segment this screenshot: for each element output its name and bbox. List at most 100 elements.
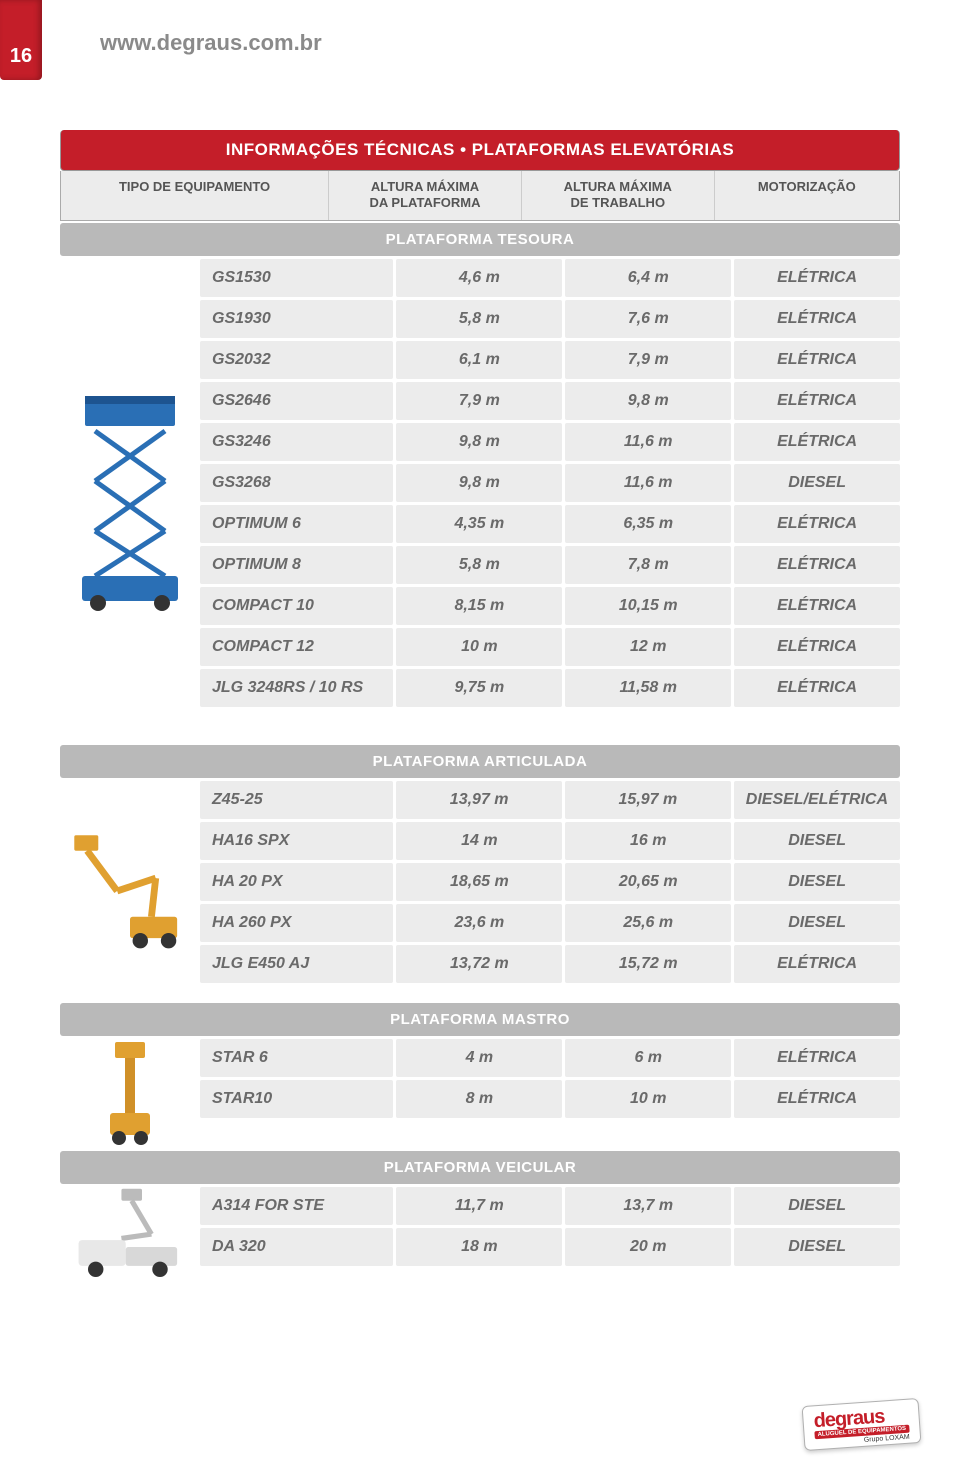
table-row: JLG 3248RS / 10 RS9,75 m11,58 mELÉTRICA: [200, 669, 900, 707]
cell-platform-height: 23,6 m: [396, 904, 562, 942]
cell-work-height: 20 m: [565, 1228, 731, 1266]
section-header: PLATAFORMA VEICULAR: [60, 1151, 900, 1184]
cell-platform-height: 10 m: [396, 628, 562, 666]
table-row: GS32689,8 m11,6 mDIESEL: [200, 464, 900, 502]
cell-platform-height: 4 m: [396, 1039, 562, 1077]
table-row: GS20326,1 m7,9 mELÉTRICA: [200, 341, 900, 379]
cell-platform-height: 13,72 m: [396, 945, 562, 983]
cell-work-height: 11,6 m: [565, 423, 731, 461]
cell-model: COMPACT 12: [200, 628, 393, 666]
cell-motorization: ELÉTRICA: [734, 1080, 900, 1118]
cell-platform-height: 8 m: [396, 1080, 562, 1118]
cell-model: OPTIMUM 8: [200, 546, 393, 584]
equipment-image: [60, 1187, 200, 1281]
cell-platform-height: 13,97 m: [396, 781, 562, 819]
cell-motorization: DIESEL: [734, 1187, 900, 1225]
col-motorization: MOTORIZAÇÃO: [715, 171, 899, 220]
section-body: GS15304,6 m6,4 mELÉTRICAGS19305,8 m7,6 m…: [60, 259, 900, 743]
table-row: JLG E450 AJ13,72 m15,72 mELÉTRICA: [200, 945, 900, 983]
cell-motorization: ELÉTRICA: [734, 628, 900, 666]
page-title: INFORMAÇÕES TÉCNICAS • PLATAFORMAS ELEVA…: [60, 130, 900, 171]
col-platform-height: ALTURA MÁXIMA DA PLATAFORMA: [329, 171, 522, 220]
cell-platform-height: 4,6 m: [396, 259, 562, 297]
equipment-image: [60, 259, 200, 743]
cell-platform-height: 9,8 m: [396, 423, 562, 461]
cell-platform-height: 8,15 m: [396, 587, 562, 625]
cell-platform-height: 11,7 m: [396, 1187, 562, 1225]
cell-motorization: DIESEL: [734, 464, 900, 502]
cell-model: A314 FOR STE: [200, 1187, 393, 1225]
cell-motorization: DIESEL: [734, 822, 900, 860]
col-work-height: ALTURA MÁXIMA DE TRABALHO: [522, 171, 715, 220]
cell-work-height: 7,6 m: [565, 300, 731, 338]
cell-model: OPTIMUM 6: [200, 505, 393, 543]
table-row: GS26467,9 m9,8 mELÉTRICA: [200, 382, 900, 420]
cell-model: HA 20 PX: [200, 863, 393, 901]
cell-model: COMPACT 10: [200, 587, 393, 625]
cell-model: HA16 SPX: [200, 822, 393, 860]
equipment-image: [60, 1039, 200, 1149]
cell-platform-height: 18,65 m: [396, 863, 562, 901]
boom-lift-icon: [70, 831, 190, 951]
cell-model: Z45-25: [200, 781, 393, 819]
cell-work-height: 7,8 m: [565, 546, 731, 584]
cell-platform-height: 9,75 m: [396, 669, 562, 707]
column-headers: TIPO DE EQUIPAMENTO ALTURA MÁXIMA DA PLA…: [60, 171, 900, 221]
cell-model: GS3246: [200, 423, 393, 461]
mast-lift-icon: [95, 1039, 165, 1149]
cell-platform-height: 4,35 m: [396, 505, 562, 543]
cell-motorization: DIESEL: [734, 904, 900, 942]
cell-model: HA 260 PX: [200, 904, 393, 942]
cell-model: STAR10: [200, 1080, 393, 1118]
cell-motorization: ELÉTRICA: [734, 259, 900, 297]
table-row: GS32469,8 m11,6 mELÉTRICA: [200, 423, 900, 461]
table-row: Z45-2513,97 m15,97 mDIESEL/ELÉTRICA: [200, 781, 900, 819]
page-number: 16: [10, 45, 32, 68]
cell-platform-height: 7,9 m: [396, 382, 562, 420]
equipment-image: [60, 781, 200, 1001]
cell-platform-height: 9,8 m: [396, 464, 562, 502]
cell-platform-height: 6,1 m: [396, 341, 562, 379]
table-row: COMPACT 1210 m12 mELÉTRICA: [200, 628, 900, 666]
section-body: Z45-2513,97 m15,97 mDIESEL/ELÉTRICAHA16 …: [60, 781, 900, 1001]
section-header: PLATAFORMA ARTICULADA: [60, 745, 900, 778]
site-url: www.degraus.com.br: [100, 30, 322, 56]
cell-model: GS1930: [200, 300, 393, 338]
cell-platform-height: 5,8 m: [396, 300, 562, 338]
table-row: DA 32018 m20 mDIESEL: [200, 1228, 900, 1266]
table-row: GS15304,6 m6,4 mELÉTRICA: [200, 259, 900, 297]
cell-work-height: 11,58 m: [565, 669, 731, 707]
scissor-lift-icon: [70, 391, 190, 611]
cell-work-height: 13,7 m: [565, 1187, 731, 1225]
cell-model: JLG 3248RS / 10 RS: [200, 669, 393, 707]
cell-model: DA 320: [200, 1228, 393, 1266]
cell-model: GS3268: [200, 464, 393, 502]
cell-motorization: ELÉTRICA: [734, 300, 900, 338]
table-row: OPTIMUM 64,35 m6,35 mELÉTRICA: [200, 505, 900, 543]
cell-motorization: DIESEL: [734, 863, 900, 901]
cell-work-height: 9,8 m: [565, 382, 731, 420]
cell-work-height: 15,72 m: [565, 945, 731, 983]
cell-work-height: 12 m: [565, 628, 731, 666]
cell-work-height: 11,6 m: [565, 464, 731, 502]
table-row: HA 260 PX23,6 m25,6 mDIESEL: [200, 904, 900, 942]
cell-platform-height: 5,8 m: [396, 546, 562, 584]
cell-work-height: 6,4 m: [565, 259, 731, 297]
cell-work-height: 15,97 m: [565, 781, 731, 819]
cell-motorization: ELÉTRICA: [734, 505, 900, 543]
table-row: GS19305,8 m7,6 mELÉTRICA: [200, 300, 900, 338]
cell-motorization: DIESEL/ELÉTRICA: [734, 781, 900, 819]
vehicle-lift-icon: [70, 1187, 190, 1281]
cell-work-height: 10 m: [565, 1080, 731, 1118]
table-row: HA16 SPX14 m16 mDIESEL: [200, 822, 900, 860]
cell-model: GS2646: [200, 382, 393, 420]
cell-motorization: ELÉTRICA: [734, 546, 900, 584]
table-row: OPTIMUM 85,8 m7,8 mELÉTRICA: [200, 546, 900, 584]
cell-motorization: ELÉTRICA: [734, 587, 900, 625]
cell-platform-height: 18 m: [396, 1228, 562, 1266]
table-row: A314 FOR STE11,7 m13,7 mDIESEL: [200, 1187, 900, 1225]
cell-work-height: 20,65 m: [565, 863, 731, 901]
table-row: STAR 64 m6 mELÉTRICA: [200, 1039, 900, 1077]
cell-work-height: 10,15 m: [565, 587, 731, 625]
cell-motorization: DIESEL: [734, 1228, 900, 1266]
